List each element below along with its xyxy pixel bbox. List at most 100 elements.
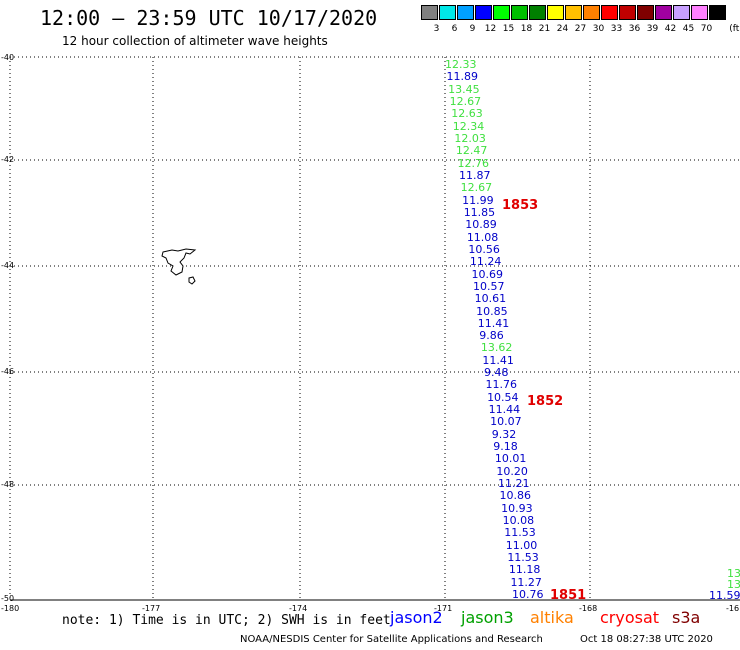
color-swatch xyxy=(529,5,546,20)
color-scale-label: 9 xyxy=(469,24,476,34)
satellite-s3a: s3a xyxy=(672,608,701,627)
wave-height-value: 10.08 xyxy=(502,514,535,528)
wave-height-value: 11.85 xyxy=(463,205,496,219)
wave-height-value: 11.99 xyxy=(462,193,494,207)
color-scale-label: 39 xyxy=(646,24,659,34)
satellite-altika: altika xyxy=(530,608,574,627)
wave-height-value: 11.27 xyxy=(510,575,542,589)
color-swatch xyxy=(475,5,492,20)
lat-label: -48 xyxy=(1,480,15,489)
wave-height-value: 10.56 xyxy=(468,242,500,256)
lon-label: -16 xyxy=(726,604,740,613)
lat-label: -42 xyxy=(1,155,15,164)
wave-height-value: 11.76 xyxy=(485,378,518,392)
wave-height-value: 11.41 xyxy=(477,316,510,330)
wave-height-value: 10.76 xyxy=(512,588,544,601)
color-scale-label: 12 xyxy=(484,24,497,34)
lat-label: -50 xyxy=(1,594,15,603)
wave-height-value: 12.67 xyxy=(449,94,482,108)
wave-height-value: 11.00 xyxy=(505,538,538,552)
wave-height-value: 11.44 xyxy=(488,403,521,417)
wave-height-value: 13.45 xyxy=(448,82,480,96)
wave-height-value: 10.54 xyxy=(487,390,519,404)
color-swatch xyxy=(421,5,438,20)
wave-height-value: 12.03 xyxy=(454,131,486,145)
wave-height-value: 11.89 xyxy=(446,70,479,84)
wave-height-value: 10.61 xyxy=(474,292,507,306)
wave-height-value: 11.53 xyxy=(507,551,539,565)
wave-height-value: 12.76 xyxy=(457,156,489,170)
wave-height-value: 11.53 xyxy=(504,526,536,540)
satellite-jason2: jason2 xyxy=(390,608,443,627)
color-swatch xyxy=(655,5,672,20)
color-swatch xyxy=(493,5,510,20)
color-scale-unit: (ft) xyxy=(729,24,740,34)
lat-label: -44 xyxy=(1,261,15,270)
color-scale-label: 3 xyxy=(433,24,440,34)
color-swatch xyxy=(709,5,726,20)
color-scale-label: 21 xyxy=(538,24,551,34)
timestamp-text: Oct 18 08:27:38 UTC 2020 xyxy=(580,634,713,645)
wave-height-value: 10.89 xyxy=(465,218,497,232)
pass-label: 1852 xyxy=(527,394,564,409)
wave-height-value: 13.62 xyxy=(480,341,513,355)
wave-height-value: 12.33 xyxy=(445,58,477,71)
wave-height-value: 10.86 xyxy=(499,489,532,503)
color-scale-label: 27 xyxy=(574,24,587,34)
wave-height-value: 13 xyxy=(727,567,740,580)
wave-height-value: 10.69 xyxy=(471,267,503,281)
color-scale-label: 18 xyxy=(520,24,533,34)
color-swatch xyxy=(673,5,690,20)
lat-label: -40 xyxy=(1,53,15,62)
satellite-cryosat: cryosat xyxy=(600,608,660,627)
wave-height-value: 11.21 xyxy=(497,477,530,491)
wave-height-value: 11.87 xyxy=(459,168,491,182)
wave-height-value: 10.07 xyxy=(490,415,522,429)
color-swatch xyxy=(637,5,654,20)
pass-label: 1851 xyxy=(550,588,587,603)
color-swatch xyxy=(547,5,564,20)
wave-height-value: 12.67 xyxy=(460,181,493,195)
color-swatch xyxy=(457,5,474,20)
wave-height-value: 9.86 xyxy=(479,329,504,343)
lon-label: -171 xyxy=(434,604,453,613)
wave-height-value: 10.93 xyxy=(501,501,533,515)
wave-height-value: 10.20 xyxy=(496,464,528,478)
wave-height-value: 11.08 xyxy=(466,230,499,244)
color-scale-label: 45 xyxy=(682,24,695,34)
wave-height-value: 11.59 xyxy=(709,589,740,602)
color-swatch xyxy=(691,5,708,20)
wave-height-value: 9.32 xyxy=(491,427,517,441)
credit-text: NOAA/NESDIS Center for Satellite Applica… xyxy=(240,634,543,645)
wave-height-value: 10.01 xyxy=(494,452,527,466)
wave-height-value: 12.63 xyxy=(451,107,483,121)
wave-height-value: 11.24 xyxy=(469,255,502,269)
lat-label: -46 xyxy=(1,367,15,376)
color-scale-label: 30 xyxy=(592,24,605,34)
wave-height-value: 13.5 xyxy=(727,578,740,591)
color-scale-label: 15 xyxy=(502,24,515,34)
wave-height-value: 11.18 xyxy=(508,563,541,577)
color-swatch xyxy=(619,5,636,20)
page-title: 12:00 — 23:59 UTC 10/17/2020 xyxy=(40,6,378,30)
map-frame xyxy=(9,56,740,601)
color-scale-label: 33 xyxy=(610,24,623,34)
color-scale-label: 42 xyxy=(664,24,677,34)
wave-height-value: 10.57 xyxy=(473,279,505,293)
lon-label: -168 xyxy=(579,604,598,613)
page-subtitle: 12 hour collection of altimeter wave hei… xyxy=(62,34,328,48)
color-scale-label: 36 xyxy=(628,24,641,34)
chatham-islands-coastline xyxy=(161,248,197,285)
wave-height-value: 9.18 xyxy=(493,440,518,454)
color-scale-label: 70 xyxy=(700,24,713,34)
color-scale-label: 24 xyxy=(556,24,569,34)
wave-height-value: 12.34 xyxy=(452,119,485,133)
wave-height-value: 10.85 xyxy=(476,304,508,318)
lon-label: -180 xyxy=(1,604,20,613)
note-text: note: 1) Time is in UTC; 2) SWH is in fe… xyxy=(62,613,391,628)
pass-label: 1853 xyxy=(502,198,539,213)
color-swatch xyxy=(583,5,600,20)
lon-label: -174 xyxy=(289,604,308,613)
color-swatch xyxy=(601,5,618,20)
